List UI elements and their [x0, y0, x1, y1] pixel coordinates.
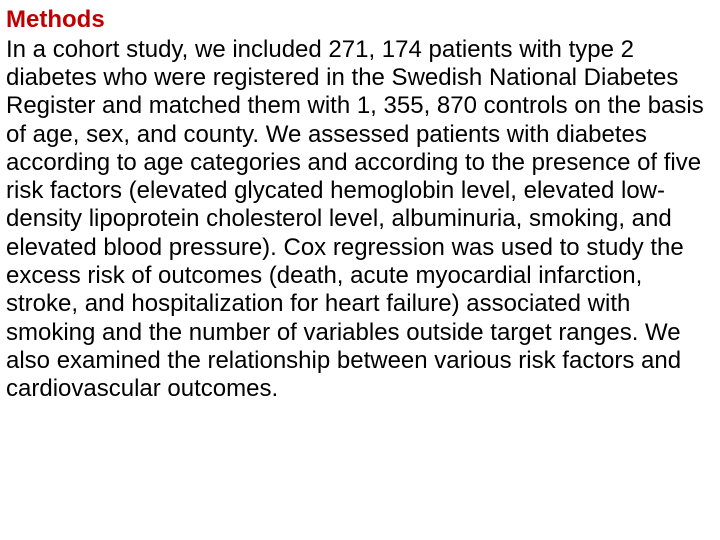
section-body: In a cohort study, we included 271, 174 …	[6, 36, 710, 404]
document-page: Methods In a cohort study, we included 2…	[0, 0, 720, 414]
section-heading: Methods	[6, 6, 710, 34]
